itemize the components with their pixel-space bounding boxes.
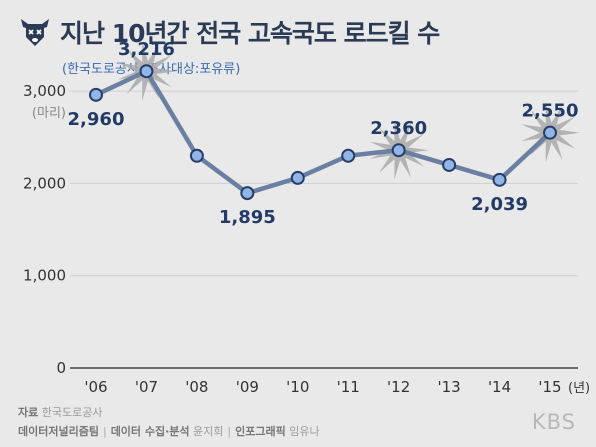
y-tick-label: 1,000 bbox=[23, 267, 66, 285]
x-tick-label: '10 bbox=[286, 378, 309, 396]
data-point bbox=[543, 125, 557, 140]
source-label: 자료 bbox=[18, 406, 39, 419]
data-credit-person: 윤지희 bbox=[193, 425, 224, 438]
data-credit-label: 데이터 수집·분석 bbox=[110, 425, 190, 438]
data-point bbox=[139, 64, 154, 79]
footer-source: 자료 한국도로공사 bbox=[18, 404, 102, 420]
data-point bbox=[492, 172, 507, 187]
source-value: 한국도로공사 bbox=[41, 406, 103, 419]
data-point bbox=[341, 148, 356, 163]
y-tick-label: 3,000 bbox=[23, 82, 66, 100]
title-row: 지난 10년간 전국 고속국도 로드킬 수 bbox=[18, 14, 440, 50]
x-tick-label: '09 bbox=[236, 378, 259, 396]
data-label: 1,895 bbox=[219, 207, 276, 228]
kbs-logo: KBS bbox=[531, 410, 576, 434]
y-unit-label: (마리) bbox=[32, 106, 66, 121]
y-tick-label: 0 bbox=[56, 359, 66, 377]
data-point bbox=[89, 87, 103, 102]
x-tick-label: '12 bbox=[387, 378, 410, 396]
data-label: 2,960 bbox=[68, 109, 125, 130]
series-line bbox=[95, 68, 552, 196]
y-tick-label: 2,000 bbox=[23, 174, 66, 192]
team-name: 데이터저널리즘팀 bbox=[18, 425, 99, 438]
data-point bbox=[240, 186, 255, 201]
footer-credits: 데이터저널리즘팀 | 데이터 수집·분석 윤지희 | 인포그래픽 임유나 bbox=[18, 425, 320, 438]
x-tick-label: '14 bbox=[488, 378, 511, 396]
graphic-credit-label: 인포그래픽 bbox=[235, 425, 286, 438]
data-label: 2,360 bbox=[370, 118, 427, 139]
data-point bbox=[290, 170, 305, 185]
x-unit-label: (년) bbox=[568, 381, 590, 396]
chart-title: 지난 10년간 전국 고속국도 로드킬 수 bbox=[60, 19, 440, 48]
data-label: 2,039 bbox=[471, 194, 528, 215]
x-tick-label: '06 bbox=[84, 378, 107, 396]
data-point bbox=[442, 157, 457, 172]
data-point bbox=[391, 143, 406, 158]
data-label: 2,550 bbox=[522, 101, 579, 122]
x-tick-label: '07 bbox=[135, 378, 158, 396]
roadkill-deer-icon bbox=[21, 19, 49, 46]
x-tick-label: '11 bbox=[337, 378, 360, 396]
x-tick-label: '13 bbox=[438, 378, 461, 396]
graphic-credit-person: 임유나 bbox=[289, 425, 320, 438]
data-point bbox=[189, 148, 204, 163]
x-tick-label: '15 bbox=[538, 378, 561, 396]
data-label: 3,216 bbox=[118, 39, 175, 60]
x-tick-label: '08 bbox=[185, 378, 208, 396]
